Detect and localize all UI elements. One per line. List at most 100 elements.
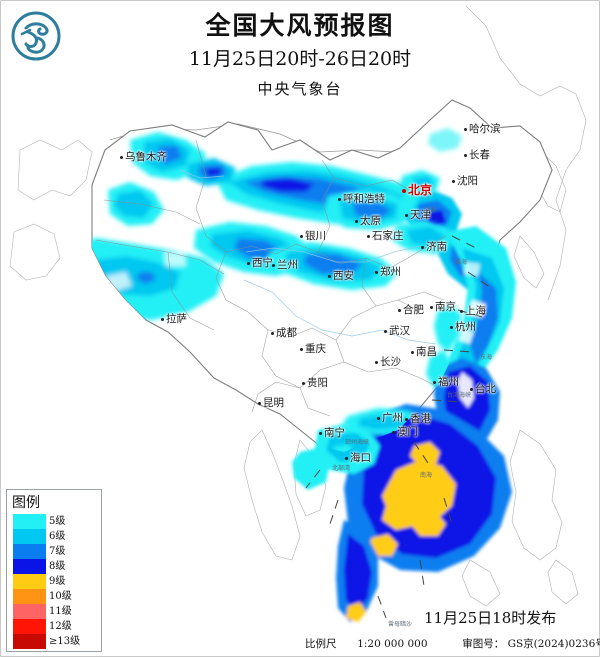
city-marker-dot <box>411 350 414 354</box>
legend-label-9: ≥13级 <box>49 636 81 647</box>
city-label-重庆: 重庆 <box>300 341 326 356</box>
scale-value: 1:20 000 000 <box>357 638 428 650</box>
release-time: 11月25日18时发布 <box>424 609 557 627</box>
legend-box: 图例 5级 6级 7级 8级 9级 10级 11级 12级 ≥13级 <box>6 489 102 652</box>
city-marker-dot <box>405 417 408 421</box>
city-name-text: 兰州 <box>277 259 298 271</box>
city-name-text: 沈阳 <box>457 175 478 187</box>
approval-label: 审图号： <box>462 638 505 650</box>
city-name-text: 乌鲁木齐 <box>125 151 167 163</box>
legend-label-7: 11级 <box>49 606 72 617</box>
city-marker-dot <box>433 380 436 384</box>
city-label-兰州: 兰州 <box>272 257 298 272</box>
city-name-text: 合肥 <box>403 304 424 316</box>
scale-label: 比例尺 <box>305 638 337 650</box>
city-label-昆明: 昆明 <box>258 395 284 410</box>
city-name-text: 哈尔滨 <box>469 123 501 135</box>
legend-label-1: 5级 <box>49 516 66 527</box>
city-marker-dot <box>328 274 331 278</box>
city-label-石家庄: 石家庄 <box>367 228 404 243</box>
city-name-text: 北京 <box>408 183 433 197</box>
city-label-长春: 长春 <box>464 147 490 162</box>
city-marker-dot <box>464 153 467 157</box>
legend-swatch-5 <box>13 574 46 589</box>
sea-label-曾母暗沙: 曾母暗沙 <box>388 621 413 628</box>
legend-swatch-1 <box>13 514 46 529</box>
city-marker-dot <box>450 325 453 329</box>
province-borders <box>95 139 447 417</box>
map-footnote: 比例尺 1:20 000 000 审图号： GS京(2024)0236号 <box>305 636 600 651</box>
city-name-text: 澳门 <box>397 426 418 438</box>
city-name-text: 福州 <box>438 376 459 388</box>
legend-swatch-3 <box>13 544 46 559</box>
city-label-贵阳: 贵阳 <box>302 375 328 390</box>
city-name-text: 贵阳 <box>307 377 328 389</box>
city-label-台北: 台北 <box>470 381 496 396</box>
city-label-南昌: 南昌 <box>411 344 437 359</box>
page-title: 全国大风预报图 <box>205 11 395 40</box>
legend-label-5: 9级 <box>49 576 66 587</box>
city-marker-dot <box>345 456 348 460</box>
legend-label-6: 10级 <box>49 591 72 602</box>
city-name-text: 杭州 <box>455 321 476 333</box>
city-marker-dot <box>272 263 275 267</box>
city-name-text: 济南 <box>426 241 447 253</box>
city-name-text: 海口 <box>350 452 371 464</box>
city-marker-dot <box>258 401 261 405</box>
sea-label-渤海: 渤海 <box>424 207 437 214</box>
city-marker-dot <box>452 179 455 183</box>
city-name-text: 南京 <box>435 301 456 313</box>
city-label-西安: 西安 <box>328 268 354 283</box>
city-marker-dot <box>300 234 303 238</box>
city-label-香港: 香港 <box>405 411 431 426</box>
city-label-沈阳: 沈阳 <box>452 173 478 188</box>
city-label-福州: 福州 <box>433 374 459 389</box>
legend-swatch-9 <box>13 634 46 649</box>
city-marker-dot <box>402 188 406 193</box>
sea-label-黄海: 黄海 <box>455 259 468 266</box>
city-marker-dot <box>302 381 305 385</box>
city-marker-dot <box>338 197 341 201</box>
sea-label-南海: 南海 <box>420 472 433 479</box>
city-label-乌鲁木齐: 乌鲁木齐 <box>120 149 167 164</box>
legend-swatch-8 <box>13 619 46 634</box>
rivers <box>179 169 437 345</box>
city-label-澳门: 澳门 <box>392 424 418 439</box>
city-marker-dot <box>460 309 463 313</box>
city-name-text: 重庆 <box>305 343 326 355</box>
city-marker-dot <box>392 430 395 434</box>
city-marker-dot <box>405 213 408 217</box>
city-name-text: 香港 <box>410 413 431 425</box>
wind-field-ocean <box>292 190 516 622</box>
cma-dragon-logo <box>11 11 61 61</box>
city-label-成都: 成都 <box>271 325 297 340</box>
sea-label-北部湾: 北部湾 <box>332 465 351 472</box>
sea-label-琼州海峡: 琼州海峡 <box>345 439 370 446</box>
sea-label-东海: 东海 <box>480 354 493 361</box>
city-marker-dot <box>398 308 401 312</box>
city-name-text: 长春 <box>469 149 490 161</box>
legend-swatch-2 <box>13 529 46 544</box>
city-name-text: 西宁 <box>252 257 273 269</box>
city-marker-dot <box>377 416 380 420</box>
city-marker-dot <box>384 329 387 333</box>
city-name-text: 广州 <box>382 412 403 424</box>
city-marker-dot <box>120 155 123 159</box>
legend-title: 图例 <box>12 495 40 511</box>
city-name-text: 南昌 <box>416 346 437 358</box>
city-name-text: 上海 <box>465 305 486 317</box>
city-name-text: 西安 <box>333 270 354 282</box>
city-label-上海: 上海 <box>460 303 486 318</box>
legend-swatches <box>13 514 46 649</box>
city-label-广州: 广州 <box>377 410 403 425</box>
city-marker-dot <box>464 127 467 131</box>
city-name-text: 太原 <box>360 215 381 227</box>
city-name-text: 拉萨 <box>166 313 187 325</box>
city-label-哈尔滨: 哈尔滨 <box>464 121 501 136</box>
city-label-北京: 北京 <box>402 181 432 198</box>
city-label-拉萨: 拉萨 <box>161 311 187 326</box>
city-label-南宁: 南宁 <box>319 425 345 440</box>
city-marker-dot <box>247 261 250 265</box>
legend-swatch-7 <box>13 604 46 619</box>
